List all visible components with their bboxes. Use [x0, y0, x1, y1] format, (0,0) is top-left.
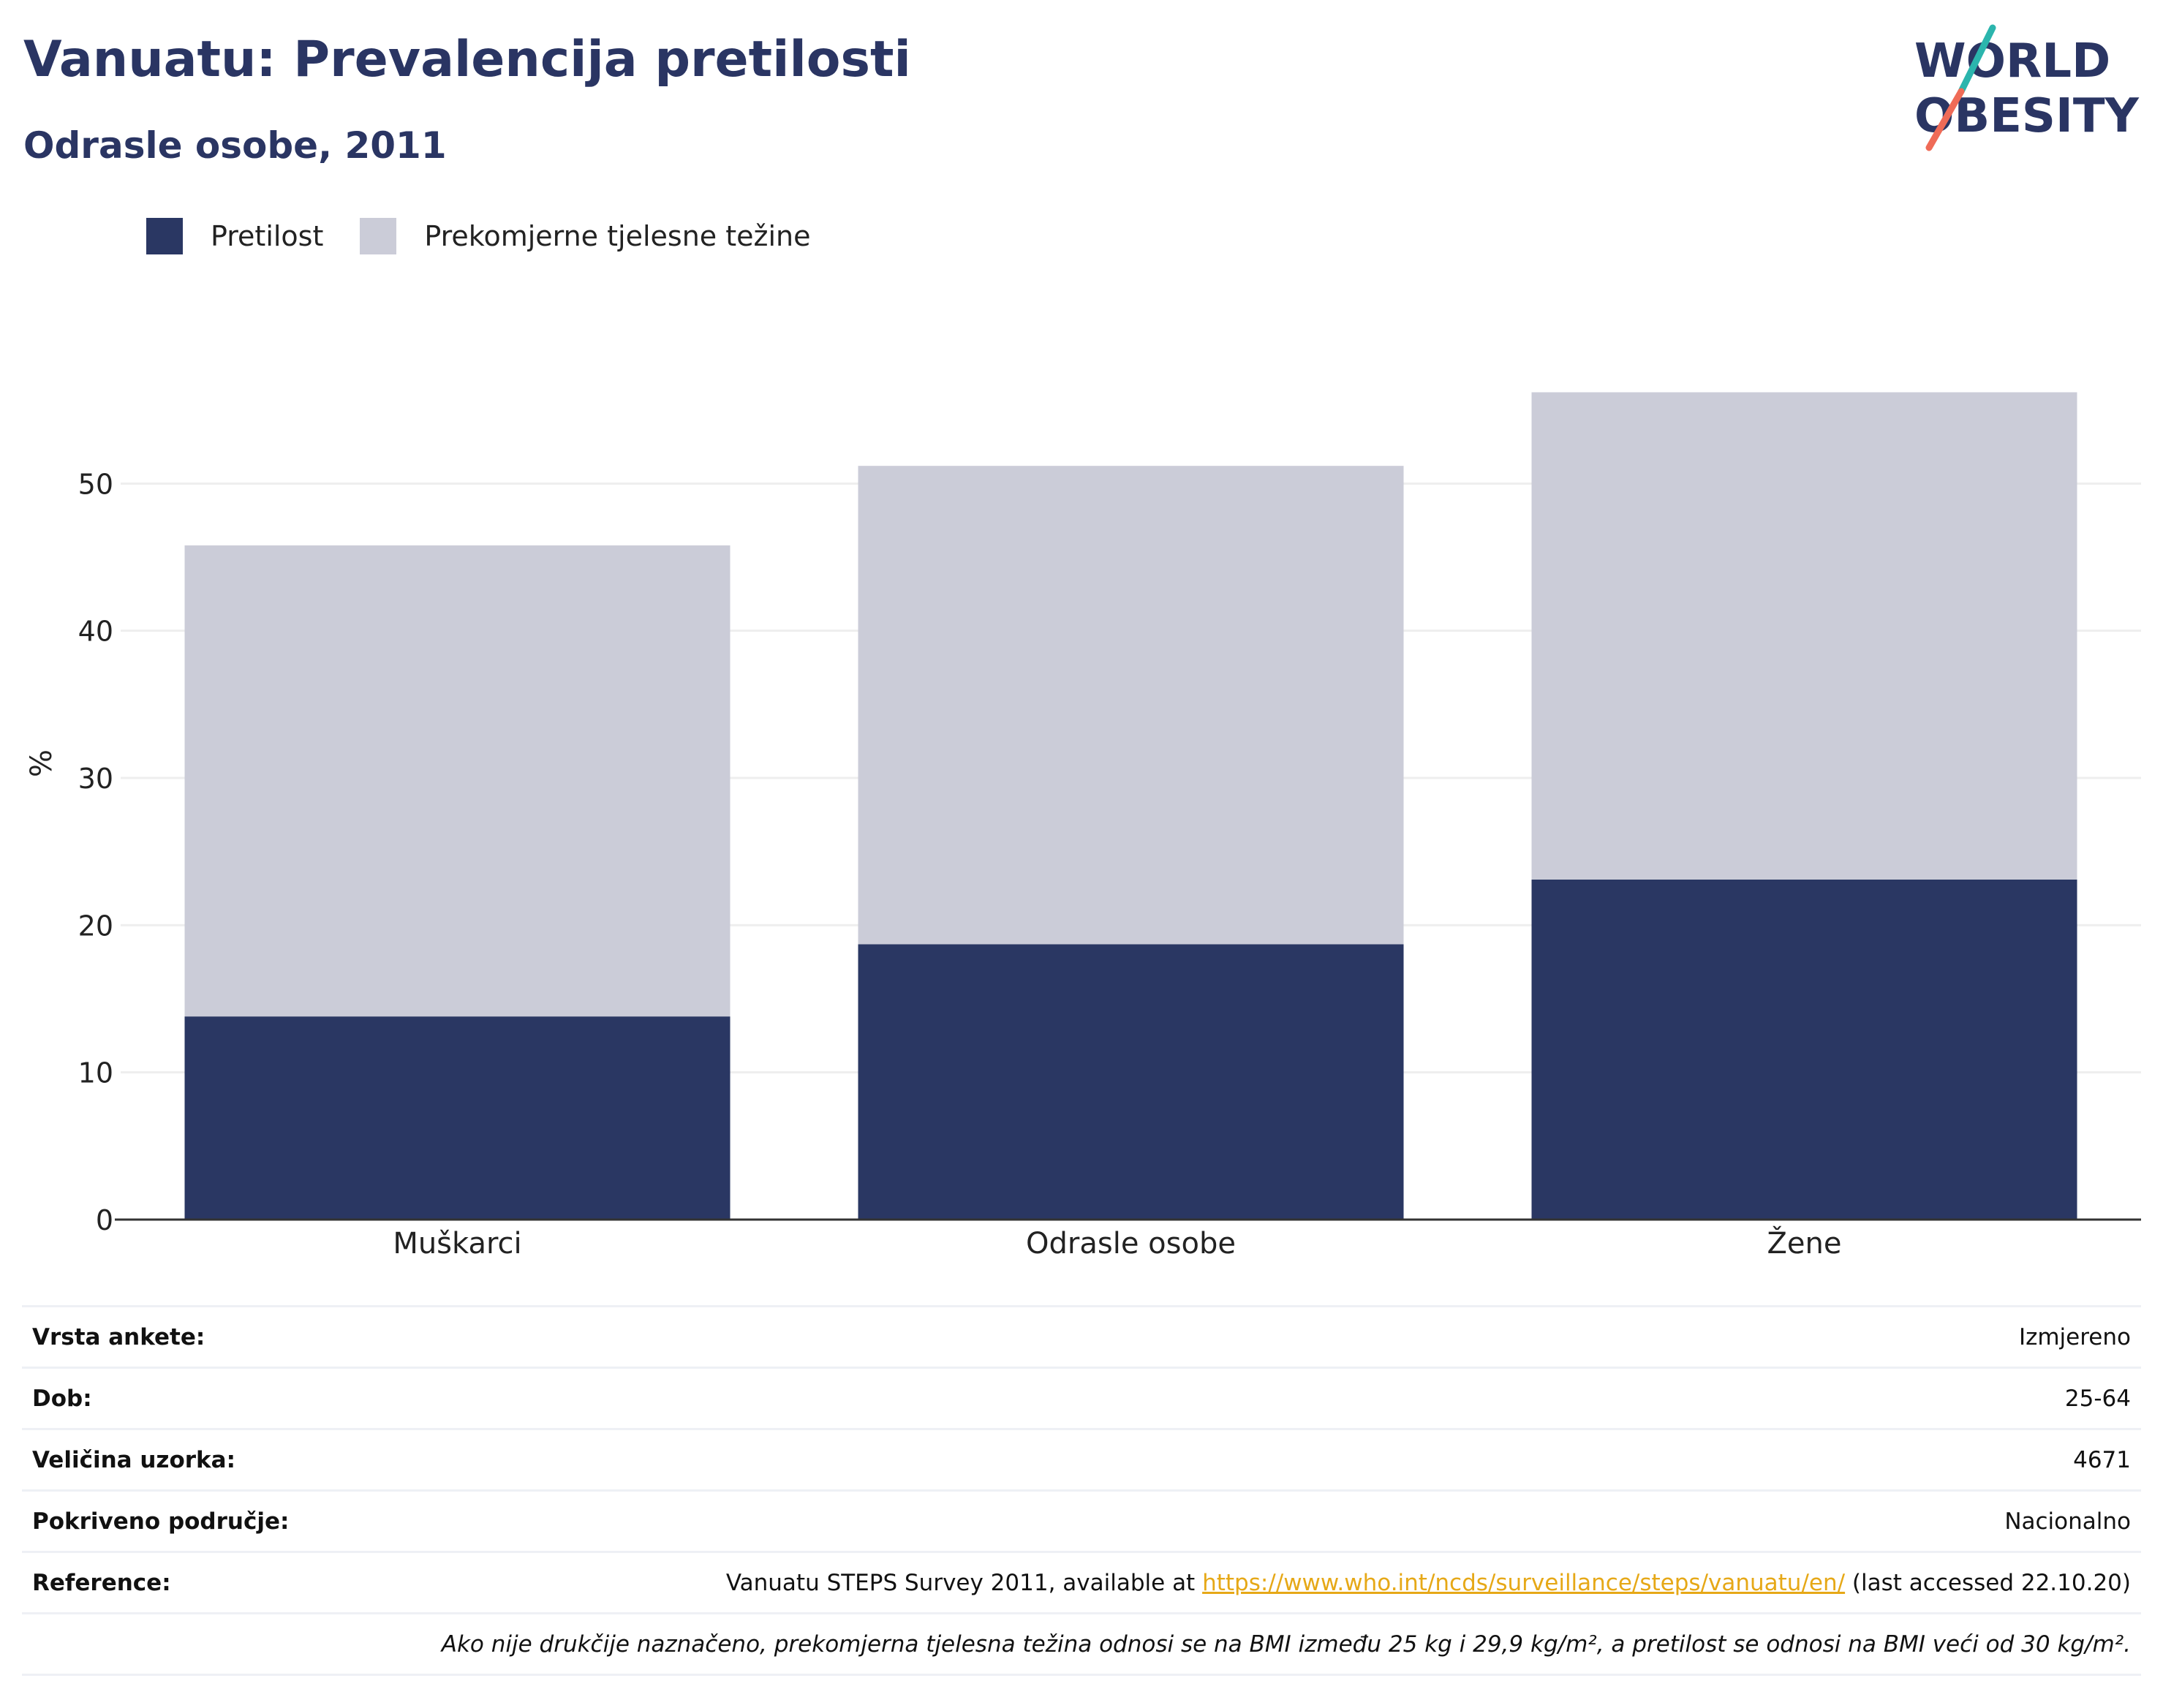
reference-link[interactable]: https://www.who.int/ncds/surveillance/st… [1202, 1569, 1846, 1596]
info-row-note: Ako nije drukčije naznačeno, prekomjerna… [22, 1612, 2141, 1676]
y-tick-label: 0 [96, 1204, 113, 1236]
info-row-reference: Reference: Vanuatu STEPS Survey 2011, av… [22, 1551, 2141, 1612]
reference-suffix: (last accessed 22.10.20) [1845, 1569, 2131, 1596]
info-row-coverage: Pokriveno područje: Nacionalno [22, 1489, 2141, 1551]
bars [184, 392, 2077, 1220]
info-label: Pokriveno područje: [32, 1508, 290, 1535]
x-tick-label: Muškarci [393, 1227, 521, 1261]
legend-item-overweight[interactable]: Prekomjerne tjelesne težine [360, 218, 811, 254]
logo-slash-coral [1925, 88, 1965, 151]
info-label: Reference: [32, 1569, 171, 1596]
y-tick-label: 30 [78, 763, 113, 795]
legend-label-overweight: Prekomjerne tjelesne težine [424, 220, 811, 252]
info-value: 25-64 [2064, 1385, 2131, 1412]
reference-text: Vanuatu STEPS Survey 2011, available at … [726, 1570, 2131, 1596]
logo-line2: OBESITY [1914, 89, 2139, 143]
bar-obesity[interactable] [1531, 879, 2077, 1220]
info-row-sample-size: Veličina uzorka: 4671 [22, 1428, 2141, 1489]
page-subtitle: Odrasle osobe, 2011 [23, 124, 447, 167]
bar-overweight[interactable] [1531, 392, 2077, 880]
survey-info-table: Vrsta ankete: Izmjereno Dob: 25-64 Velič… [22, 1305, 2141, 1676]
logo-slash-teal [1958, 24, 1996, 95]
y-tick-label: 20 [78, 910, 113, 942]
x-tick-label: Žene [1767, 1225, 1842, 1261]
definition-note: Ako nije drukčije naznačeno, prekomjerna… [441, 1630, 2131, 1658]
info-value: 4671 [2073, 1446, 2131, 1473]
chart-legend: Pretilost Prekomjerne tjelesne težine [146, 216, 848, 257]
legend-swatch-obesity [146, 218, 183, 254]
axis-labels: 0 10 20 30 40 50 Muškarci Odrasle osobe Žene% [25, 468, 1841, 1261]
y-tick-label: 50 [78, 468, 113, 500]
info-label: Vrsta ankete: [32, 1323, 205, 1350]
info-label: Dob: [32, 1385, 92, 1412]
bar-overweight[interactable] [858, 466, 1404, 945]
info-value: Izmjereno [2018, 1323, 2131, 1350]
world-obesity-logo: WORLD OBESITY [1914, 24, 2139, 151]
legend-swatch-overweight [360, 218, 397, 254]
bar-chart: 0 10 20 30 40 50 Muškarci Odrasle osobe Žene% [25, 392, 2141, 1261]
y-tick-label: 10 [78, 1057, 113, 1089]
reference-prefix: Vanuatu STEPS Survey 2011, available at [725, 1569, 1203, 1596]
y-tick-label: 40 [78, 616, 113, 648]
info-row-age: Dob: 25-64 [22, 1367, 2141, 1428]
info-row-survey-type: Vrsta ankete: Izmjereno [22, 1305, 2141, 1367]
info-value: Nacionalno [2004, 1508, 2131, 1535]
info-label: Veličina uzorka: [32, 1446, 235, 1473]
page-title: Vanuatu: Prevalencija pretilosti [23, 31, 911, 88]
bar-obesity[interactable] [858, 944, 1404, 1220]
bar-overweight[interactable] [184, 545, 731, 1017]
logo-line1: WORLD [1914, 34, 2110, 88]
legend-item-obesity[interactable]: Pretilost [146, 218, 323, 254]
y-axis-label: % [25, 749, 58, 777]
legend-label-obesity: Pretilost [211, 220, 324, 252]
x-tick-label: Odrasle osobe [1026, 1227, 1236, 1261]
bar-obesity[interactable] [184, 1016, 731, 1220]
